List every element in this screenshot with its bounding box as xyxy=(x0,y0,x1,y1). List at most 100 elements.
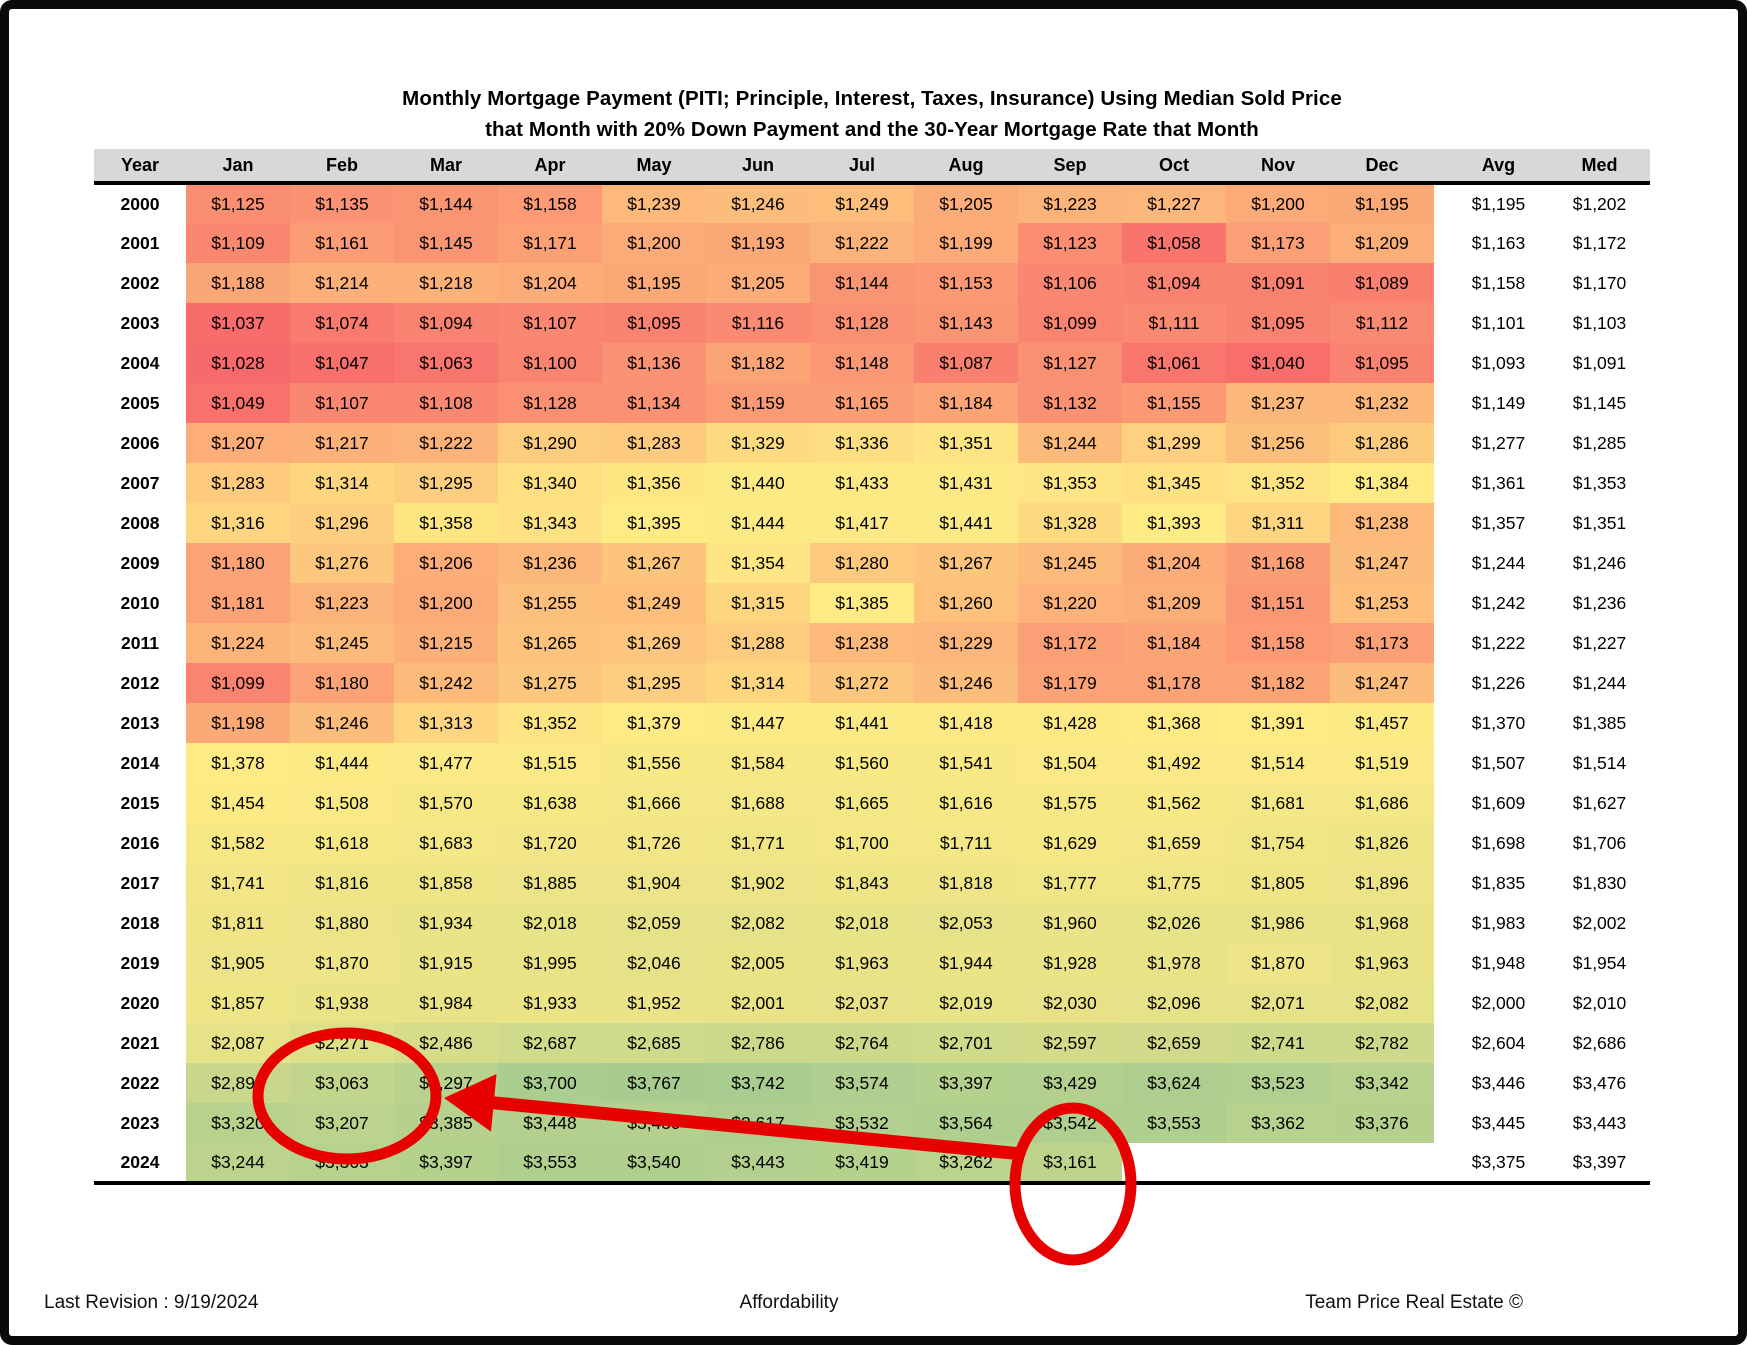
table-row-2008: 2008 $1,316 $1,296 $1,358 $1,343 $1,395 $1,444… xyxy=(94,503,1650,543)
cell-2021-oct: $2,659 xyxy=(1122,1023,1226,1063)
cell-2018-oct: $2,026 xyxy=(1122,903,1226,943)
table-row-2001: 2001 $1,109 $1,161 $1,145 $1,171 $1,200 $1,193… xyxy=(94,223,1650,263)
row-spacer xyxy=(1434,623,1448,663)
cell-2006-jan: $1,207 xyxy=(186,423,290,463)
cell-2023-avg: $3,445 xyxy=(1448,1103,1549,1143)
cell-2012-oct: $1,178 xyxy=(1122,663,1226,703)
table-row-2000: 2000 $1,125 $1,135 $1,144 $1,158 $1,239 $1,246… xyxy=(94,183,1650,223)
cell-2006-dec: $1,286 xyxy=(1330,423,1434,463)
cell-2020-sep: $2,030 xyxy=(1018,983,1122,1023)
cell-2005-avg: $1,149 xyxy=(1448,383,1549,423)
table-row-2016: 2016 $1,582 $1,618 $1,683 $1,720 $1,726 $1,771… xyxy=(94,823,1650,863)
cell-2015-feb: $1,508 xyxy=(290,783,394,823)
cell-2016-mar: $1,683 xyxy=(394,823,498,863)
cell-2007-med: $1,353 xyxy=(1549,463,1650,503)
cell-2013-dec: $1,457 xyxy=(1330,703,1434,743)
cell-2002-avg: $1,158 xyxy=(1448,263,1549,303)
cell-2009-apr: $1,236 xyxy=(498,543,602,583)
cell-2018-med: $2,002 xyxy=(1549,903,1650,943)
cell-2008-jul: $1,417 xyxy=(810,503,914,543)
row-year-label: 2011 xyxy=(121,632,159,653)
cell-2024-sep: $3,161 xyxy=(1018,1143,1122,1185)
table-row-2010: 2010 $1,181 $1,223 $1,200 $1,255 $1,249 $1,315… xyxy=(94,583,1650,623)
cell-2005-jul: $1,165 xyxy=(810,383,914,423)
cell-2009-avg: $1,244 xyxy=(1448,543,1549,583)
cell-2020-oct: $2,096 xyxy=(1122,983,1226,1023)
table-body: 2000 $1,125 $1,135 $1,144 $1,158 $1,239 $1,246… xyxy=(94,183,1650,1185)
cell-2011-may: $1,269 xyxy=(602,623,706,663)
cell-2002-nov: $1,091 xyxy=(1226,263,1330,303)
cell-2013-jan: $1,198 xyxy=(186,703,290,743)
cell-2003-feb: $1,074 xyxy=(290,303,394,343)
table-row-2022: 2022 $2,891 $3,063 $3,297 $3,700 $3,767 $3,742… xyxy=(94,1063,1650,1103)
cell-2021-jan: $2,087 xyxy=(186,1023,290,1063)
cell-2000-jun: $1,246 xyxy=(706,183,810,223)
cell-2014-aug: $1,541 xyxy=(914,743,1018,783)
cell-2013-jun: $1,447 xyxy=(706,703,810,743)
cell-2006-jul: $1,336 xyxy=(810,423,914,463)
row-spacer xyxy=(1434,223,1448,263)
cell-2020-jun: $2,001 xyxy=(706,983,810,1023)
cell-2007-may: $1,356 xyxy=(602,463,706,503)
row-year-label: 2021 xyxy=(120,1032,160,1053)
cell-2011-jan: $1,224 xyxy=(186,623,290,663)
row-year-label: 2018 xyxy=(120,912,160,933)
cell-2006-sep: $1,244 xyxy=(1018,423,1122,463)
row-year-label: 2014 xyxy=(120,752,160,773)
title-line-1: Monthly Mortgage Payment (PITI; Principl… xyxy=(402,87,1342,110)
cell-2015-may: $1,666 xyxy=(602,783,706,823)
cell-2017-jul: $1,843 xyxy=(810,863,914,903)
cell-2007-jun: $1,440 xyxy=(706,463,810,503)
cell-2024-may: $3,540 xyxy=(602,1143,706,1185)
cell-2009-sep: $1,245 xyxy=(1018,543,1122,583)
cell-2022-oct: $3,624 xyxy=(1122,1063,1226,1103)
table-header-row: Year Jan Feb Mar Apr May Jun Jul Aug Sep Oct Nov Dec… xyxy=(94,149,1650,185)
row-year-label: 2009 xyxy=(120,552,160,573)
column-header-med: Med xyxy=(1549,149,1650,185)
cell-2016-apr: $1,720 xyxy=(498,823,602,863)
row-year-label: 2006 xyxy=(120,432,160,453)
cell-2019-oct: $1,978 xyxy=(1122,943,1226,983)
cell-2003-avg: $1,101 xyxy=(1448,303,1549,343)
row-year-label: 2004 xyxy=(120,352,160,373)
cell-2011-dec: $1,173 xyxy=(1330,623,1434,663)
cell-2021-feb: $2,271 xyxy=(290,1023,394,1063)
cell-2022-apr: $3,700 xyxy=(498,1063,602,1103)
cell-2001-feb: $1,161 xyxy=(290,223,394,263)
row-spacer xyxy=(1434,903,1448,943)
cell-2018-feb: $1,880 xyxy=(290,903,394,943)
cell-2012-med: $1,244 xyxy=(1549,663,1650,703)
cell-2020-feb: $1,938 xyxy=(290,983,394,1023)
cell-2010-avg: $1,242 xyxy=(1448,583,1549,623)
cell-2017-nov: $1,805 xyxy=(1226,863,1330,903)
cell-2011-jun: $1,288 xyxy=(706,623,810,663)
cell-2021-avg: $2,604 xyxy=(1448,1023,1549,1063)
cell-2016-dec: $1,826 xyxy=(1330,823,1434,863)
cell-2000-mar: $1,144 xyxy=(394,183,498,223)
cell-2019-apr: $1,995 xyxy=(498,943,602,983)
cell-2001-jul: $1,222 xyxy=(810,223,914,263)
cell-2012-sep: $1,179 xyxy=(1018,663,1122,703)
cell-2023-may: $3,439 xyxy=(602,1103,706,1143)
cell-2012-feb: $1,180 xyxy=(290,663,394,703)
mortgage-payment-table: Year Jan Feb Mar Apr May Jun Jul Aug Sep Oct Nov Dec… xyxy=(94,149,1650,1185)
cell-2013-nov: $1,391 xyxy=(1226,703,1330,743)
cell-2003-nov: $1,095 xyxy=(1226,303,1330,343)
row-year-label: 2002 xyxy=(120,272,160,293)
row-year-label: 2013 xyxy=(120,712,160,733)
cell-2014-may: $1,556 xyxy=(602,743,706,783)
cell-2018-sep: $1,960 xyxy=(1018,903,1122,943)
cell-2013-sep: $1,428 xyxy=(1018,703,1122,743)
table-row-2015: 2015 $1,454 $1,508 $1,570 $1,638 $1,666 $1,688… xyxy=(94,783,1650,823)
cell-2016-avg: $1,698 xyxy=(1448,823,1549,863)
row-spacer xyxy=(1434,543,1448,583)
cell-2004-apr: $1,100 xyxy=(498,343,602,383)
cell-2008-jan: $1,316 xyxy=(186,503,290,543)
cell-2006-mar: $1,222 xyxy=(394,423,498,463)
cell-2018-jun: $2,082 xyxy=(706,903,810,943)
row-spacer xyxy=(1434,583,1448,623)
cell-2019-nov: $1,870 xyxy=(1226,943,1330,983)
cell-2004-dec: $1,095 xyxy=(1330,343,1434,383)
cell-2015-jul: $1,665 xyxy=(810,783,914,823)
cell-2018-mar: $1,934 xyxy=(394,903,498,943)
